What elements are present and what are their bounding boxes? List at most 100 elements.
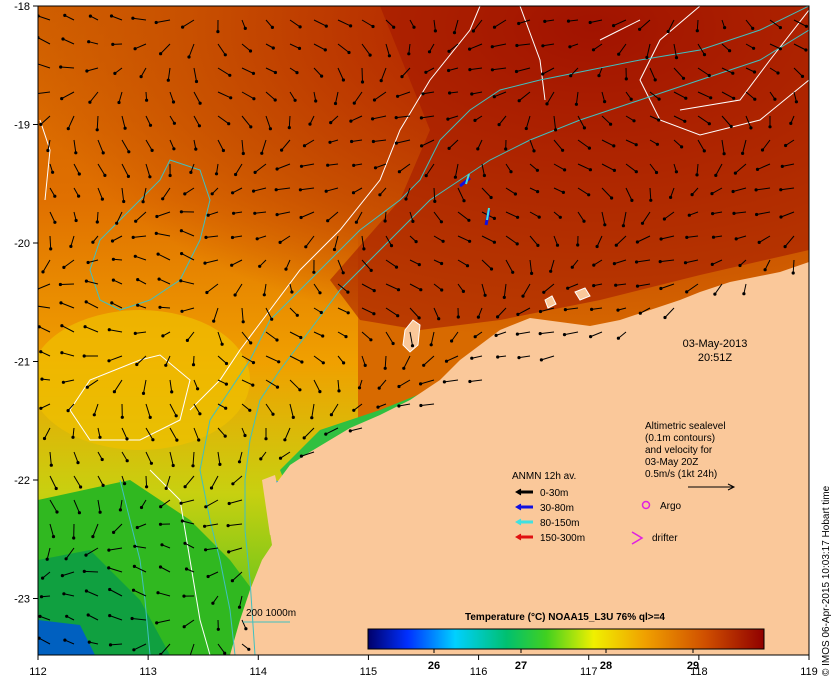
velocity-arrow-head — [683, 119, 687, 123]
velocity-arrow — [769, 19, 781, 29]
velocity-arrow — [385, 259, 397, 268]
velocity-arrow — [785, 139, 795, 146]
velocity-arrow — [518, 19, 531, 24]
velocity-arrow-head — [158, 305, 162, 309]
velocity-arrow — [473, 19, 483, 32]
velocity-arrow-head — [597, 74, 601, 78]
velocity-arrow — [553, 235, 558, 246]
velocity-arrow-head — [312, 270, 316, 274]
velocity-arrow — [38, 283, 51, 290]
velocity-arrow-head — [329, 121, 333, 125]
velocity-arrow-head — [417, 316, 421, 320]
velocity-arrow-head — [655, 142, 660, 146]
velocity-arrow-head — [224, 361, 229, 366]
velocity-arrow — [110, 643, 123, 646]
velocity-arrow — [113, 379, 123, 392]
velocity-arrow-head — [680, 145, 684, 149]
velocity-arrow-head — [492, 95, 496, 99]
velocity-arrow — [575, 91, 579, 105]
velocity-arrow-head — [681, 76, 686, 80]
velocity-arrow-head — [209, 486, 214, 490]
velocity-arrow-head — [360, 80, 365, 84]
velocity-arrow-head — [517, 356, 521, 360]
velocity-arrow — [253, 187, 267, 192]
velocity-arrow — [241, 331, 252, 344]
velocity-arrow-head — [274, 188, 278, 192]
velocity-arrow-head — [275, 167, 279, 171]
velocity-arrow — [64, 14, 75, 21]
velocity-arrow-head — [134, 219, 138, 223]
velocity-arrow — [522, 283, 531, 297]
velocity-arrow-head — [84, 553, 88, 557]
velocity-arrow — [448, 67, 459, 71]
velocity-arrow — [160, 566, 171, 573]
velocity-arrow-head — [473, 335, 477, 339]
colorbar-tick-label: 27 — [515, 660, 527, 672]
velocity-arrow-head — [158, 522, 163, 526]
velocity-arrow-head — [324, 432, 328, 436]
velocity-arrow — [133, 589, 147, 597]
velocity-arrow-head — [91, 535, 95, 539]
velocity-arrow-head — [183, 192, 187, 196]
velocity-arrow — [133, 235, 147, 238]
velocity-arrow-head — [569, 74, 573, 78]
velocity-arrow — [301, 451, 315, 457]
velocity-arrow — [420, 403, 435, 406]
velocity-arrow — [135, 211, 147, 222]
velocity-arrow — [182, 520, 195, 525]
land-peninsula — [262, 475, 283, 535]
velocity-arrow — [743, 283, 747, 294]
velocity-arrow — [405, 187, 411, 200]
velocity-arrow — [540, 307, 555, 312]
velocity-arrow-head — [191, 363, 196, 367]
velocity-arrow-head — [179, 229, 183, 233]
velocity-arrow-head — [112, 390, 116, 394]
velocity-arrow-head — [333, 101, 338, 106]
velocity-arrow — [601, 187, 612, 199]
velocity-arrow-head — [224, 406, 228, 410]
velocity-arrow — [228, 547, 243, 553]
velocity-arrow — [529, 139, 535, 152]
velocity-arrow — [495, 331, 507, 336]
velocity-arrow-head — [151, 438, 155, 442]
velocity-arrow — [577, 139, 590, 149]
velocity-arrow-head — [206, 213, 210, 217]
land-island-small — [544, 295, 557, 309]
velocity-arrow-head — [290, 290, 294, 294]
velocity-arrow — [542, 67, 555, 75]
velocity-arrow-head — [804, 24, 809, 28]
velocity-arrow — [622, 211, 627, 226]
velocity-arrow — [590, 331, 603, 338]
velocity-arrow-head — [63, 13, 67, 17]
velocity-arrow-head — [513, 192, 518, 196]
velocity-arrow-head — [635, 284, 640, 288]
isobath-legend-label: 200 1000m — [246, 608, 296, 619]
velocity-arrow — [145, 163, 151, 177]
velocity-arrow-head — [558, 215, 562, 219]
x-tick-label: 118 — [690, 666, 708, 678]
velocity-arrow — [217, 643, 226, 654]
velocity-arrow — [697, 115, 710, 125]
velocity-arrow — [793, 91, 797, 102]
velocity-arrow-head — [324, 189, 328, 193]
velocity-arrow-head — [291, 415, 295, 419]
velocity-arrow-head — [107, 548, 111, 552]
velocity-arrow — [73, 451, 79, 463]
velocity-arrow-head — [352, 101, 356, 105]
velocity-arrow — [374, 91, 387, 101]
velocity-arrow-head — [161, 197, 165, 201]
velocity-arrow — [119, 499, 123, 510]
velocity-arrow — [61, 352, 75, 357]
velocity-arrow — [300, 187, 315, 191]
drifter-label: drifter — [652, 533, 678, 544]
altimetric-line-3: and velocity for — [645, 445, 713, 456]
argo-legend: Argo — [641, 500, 682, 512]
velocity-arrow-head — [110, 239, 115, 243]
velocity-arrow-head — [326, 163, 330, 167]
velocity-arrow — [457, 187, 465, 201]
velocity-arrow-head — [108, 587, 112, 592]
colorbar-tick-label: 26 — [428, 660, 440, 672]
velocity-arrow-head — [179, 279, 183, 283]
velocity-arrow-head — [277, 360, 281, 364]
velocity-arrow — [263, 283, 267, 295]
